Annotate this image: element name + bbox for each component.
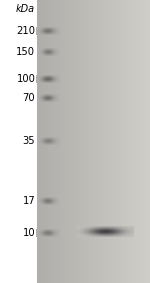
Text: 70: 70 bbox=[23, 93, 35, 103]
Text: 210: 210 bbox=[16, 26, 35, 36]
Text: kDa: kDa bbox=[16, 4, 35, 14]
Text: 100: 100 bbox=[16, 74, 35, 84]
Text: 150: 150 bbox=[16, 47, 35, 57]
Text: 17: 17 bbox=[22, 196, 35, 206]
Text: 10: 10 bbox=[23, 228, 35, 239]
Text: 35: 35 bbox=[23, 136, 35, 147]
